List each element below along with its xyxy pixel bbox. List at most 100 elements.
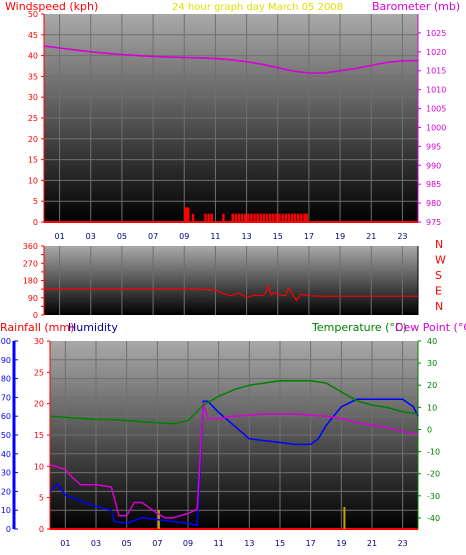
windspeed-bar <box>293 213 297 222</box>
windspeed-bar <box>278 213 281 222</box>
hour-tick-label: 19 <box>336 539 346 548</box>
barometer-tick-label: 975 <box>426 218 441 227</box>
windspeed-bar <box>191 213 195 222</box>
windspeed-tick-label: 10 <box>28 176 38 185</box>
windspeed-tick-label: 25 <box>28 114 38 123</box>
direction-plot-background <box>44 246 418 315</box>
hour-tick-label: 23 <box>398 539 408 548</box>
humidity-tick-label: 40 <box>1 450 11 459</box>
windspeed-bar <box>303 213 306 222</box>
windspeed-bar <box>259 213 263 222</box>
barometer-tick-label: 995 <box>426 142 441 151</box>
windspeed-bar <box>262 213 266 222</box>
hour-tick-label: 05 <box>122 539 132 548</box>
hour-tick-label: 15 <box>275 539 285 548</box>
windspeed-tick-label: 30 <box>28 93 38 102</box>
rainfall-tick-label: 5 <box>39 494 44 503</box>
temperature-tick-label: 20 <box>427 381 437 390</box>
temperature-tick-label: -30 <box>427 492 440 501</box>
windspeed-bar <box>253 213 256 222</box>
direction-tick-label: 180 <box>23 277 38 286</box>
rainfall-tick-label: 25 <box>34 368 44 377</box>
windspeed-bar <box>210 213 213 222</box>
windspeed-bar <box>244 213 247 222</box>
barometer-tick-label: 1000 <box>426 123 446 132</box>
windspeed-bar <box>240 213 244 222</box>
windspeed-tick-label: 5 <box>33 197 38 206</box>
hour-tick-label: 11 <box>210 232 220 241</box>
direction-tick-label: 0 <box>33 311 38 320</box>
rainfall-tick-label: 30 <box>34 337 44 346</box>
temperature-tick-label: -40 <box>427 514 440 523</box>
windspeed-bar <box>305 213 308 222</box>
hour-tick-label: 01 <box>54 232 64 241</box>
rainfall-bar <box>343 507 346 529</box>
windspeed-bar <box>281 213 284 222</box>
windspeed-bar <box>231 213 234 222</box>
rainfall-tick-label: 15 <box>34 431 44 440</box>
hour-tick-label: 07 <box>152 539 162 548</box>
temperature-line <box>49 380 419 425</box>
windspeed-bar <box>256 213 259 222</box>
temperature-tick-label: 10 <box>427 403 437 412</box>
compass-label: E <box>435 285 442 298</box>
humidity-tick-label: 0 <box>6 525 11 534</box>
windspeed-tick-label: 40 <box>28 52 38 61</box>
rainfall-tick-label: 10 <box>34 462 44 471</box>
windspeed-bar <box>247 213 250 222</box>
wind-direction-line <box>44 284 418 302</box>
windspeed-tick-label: 15 <box>28 156 38 165</box>
direction-tick-label: 270 <box>23 259 38 268</box>
windspeed-bar <box>184 207 187 222</box>
barometer-tick-label: 985 <box>426 180 441 189</box>
direction-tick-label: 360 <box>23 242 38 251</box>
windspeed-bar <box>234 213 238 222</box>
humidity-line <box>49 398 419 527</box>
hour-tick-label: 05 <box>117 232 127 241</box>
dewpoint-axis-label: Dew Point (°C) <box>395 321 466 334</box>
barometer-tick-label: 980 <box>426 199 441 208</box>
windspeed-bar <box>185 207 188 222</box>
rainfall-tick-label: 0 <box>39 525 44 534</box>
temperature-tick-label: 0 <box>427 425 432 434</box>
windspeed-bar <box>300 213 303 222</box>
hour-tick-label: 17 <box>306 539 316 548</box>
windspeed-bar <box>287 213 291 222</box>
hour-tick-label: 19 <box>335 232 345 241</box>
temperature-tick-label: -20 <box>427 470 440 479</box>
barometer-tick-label: 1025 <box>426 29 446 38</box>
windspeed-bar <box>265 213 269 222</box>
barometer-axis-label: Barometer (mb) <box>372 0 460 13</box>
windspeed-bar <box>284 213 287 222</box>
windspeed-bar <box>275 213 278 222</box>
chart-title: 24 hour graph day March 05 2008 <box>172 2 343 13</box>
windspeed-tick-label: 50 <box>28 10 38 19</box>
windspeed-bar <box>250 213 253 222</box>
windspeed-bar <box>222 213 225 222</box>
barometer-tick-label: 1015 <box>426 67 446 76</box>
windspeed-bar <box>272 213 275 222</box>
hour-tick-label: 07 <box>148 232 158 241</box>
compass-label: W <box>435 254 446 267</box>
hour-tick-label: 21 <box>366 232 376 241</box>
dew-point-line <box>49 402 419 519</box>
temperature-tick-label: 30 <box>427 359 437 368</box>
compass-label: N <box>435 300 443 313</box>
windspeed-bar <box>187 207 190 222</box>
rainfall-tick-label: 20 <box>34 400 44 409</box>
windspeed-axis-label: Windspeed (kph) <box>5 0 98 13</box>
humidity-tick-label: 20 <box>1 487 11 496</box>
hour-tick-label: 03 <box>86 232 96 241</box>
compass-label: S <box>435 269 442 282</box>
barometer-tick-label: 1010 <box>426 86 446 95</box>
barometer-line <box>43 45 419 74</box>
windspeed-tick-label: 35 <box>28 72 38 81</box>
humidity-tick-label: 100 <box>0 337 11 346</box>
humidity-axis-label: Humidity <box>68 321 118 334</box>
humidity-tick-label: 50 <box>1 431 11 440</box>
barometer-tick-label: 1005 <box>426 105 446 114</box>
temperature-tick-label: 40 <box>427 337 437 346</box>
compass-label: N <box>435 238 443 251</box>
windspeed-bar <box>268 213 272 222</box>
